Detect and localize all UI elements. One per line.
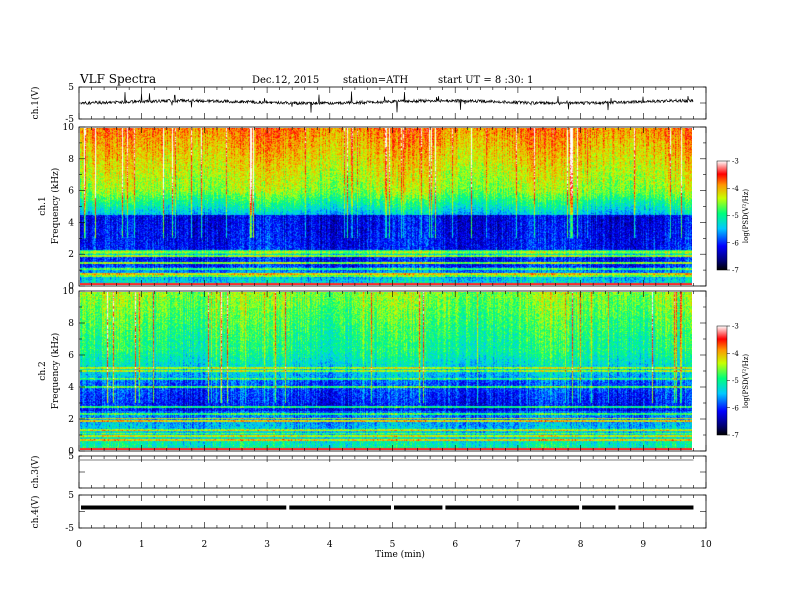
date-label: Dec.12, 2015 <box>252 75 319 86</box>
x-tick-label: 7 <box>515 540 521 550</box>
y-tick-label: 8 <box>68 155 74 165</box>
y-tick-label: 5 <box>68 83 74 93</box>
y-tick-label: 2 <box>68 250 74 260</box>
colorbar-tick-label: -5 <box>732 377 739 385</box>
ch1-spectrogram <box>80 128 692 285</box>
ch2-spectrogram-ylabel: Frequency (kHz) <box>50 333 61 410</box>
x-tick-label: 3 <box>264 540 270 550</box>
colorbar-tick-label: -3 <box>732 323 739 331</box>
y-tick-label: 5 <box>68 452 74 462</box>
y-tick-label: 8 <box>68 319 74 329</box>
x-tick-label: 9 <box>640 540 646 550</box>
ch1-waveform-ylabel: ch.1(V) <box>30 87 41 120</box>
y-tick-label: 10 <box>63 123 75 133</box>
colorbar-tick-label: -6 <box>732 239 739 247</box>
y-tick-label: -5 <box>65 524 74 534</box>
colorbar-tick-label: -3 <box>732 158 739 166</box>
ch1-waveform-trace <box>80 91 694 113</box>
start-time-label: start UT = 8 :30: 1 <box>438 75 533 86</box>
ch2-spectrogram <box>80 292 692 450</box>
colorbar-tick-label: -6 <box>732 404 739 412</box>
y-tick-label: 5 <box>68 491 74 501</box>
y-tick-label: 0 <box>68 282 74 292</box>
ch1-spectrogram-ylabel: Frequency (kHz) <box>50 168 61 245</box>
y-tick-label: 4 <box>68 383 74 393</box>
ch4-waveform-ylabel: ch.4(V) <box>30 496 41 529</box>
y-tick-label: 6 <box>68 351 74 361</box>
y-tick-label: 6 <box>68 187 74 197</box>
station-label: station=ATH <box>343 75 409 86</box>
y-tick-label: 4 <box>68 218 74 228</box>
y-tick-label: 10 <box>63 287 75 297</box>
ch2-colorbar-label: log(PSD(V²/Hz) <box>742 354 750 409</box>
x-tick-label: 2 <box>202 540 208 550</box>
y-tick-label: 2 <box>68 415 74 425</box>
x-tick-label: 4 <box>327 540 333 550</box>
colorbar-tick-label: -7 <box>732 267 739 275</box>
x-tick-label: 1 <box>139 540 145 550</box>
colorbar-tick-label: -5 <box>732 212 739 220</box>
colorbar-tick-label: -4 <box>732 185 739 193</box>
x-tick-label: 10 <box>700 540 712 550</box>
x-tick-label: 5 <box>390 540 396 550</box>
ch2-spectrogram-channel-label: ch.2 <box>38 361 48 380</box>
x-axis-label: Time (min) <box>375 549 425 560</box>
x-tick-label: 8 <box>578 540 584 550</box>
chart-title: VLF Spectra <box>79 72 156 86</box>
y-tick-label: 0 <box>68 447 74 457</box>
ch2-colorbar <box>716 325 728 436</box>
x-tick-label: 6 <box>452 540 458 550</box>
ch1-spectrogram-channel-label: ch.1 <box>38 196 48 215</box>
colorbar-tick-label: -4 <box>732 350 739 358</box>
ch3-waveform-ylabel: ch.3(V) <box>30 456 41 489</box>
colorbar-tick-label: -7 <box>732 432 739 440</box>
ch1-colorbar-label: log(PSD(V²/Hz) <box>742 189 750 244</box>
ch1-colorbar <box>716 160 728 271</box>
y-tick-label: -5 <box>65 115 74 125</box>
x-tick-label: 0 <box>76 540 82 550</box>
